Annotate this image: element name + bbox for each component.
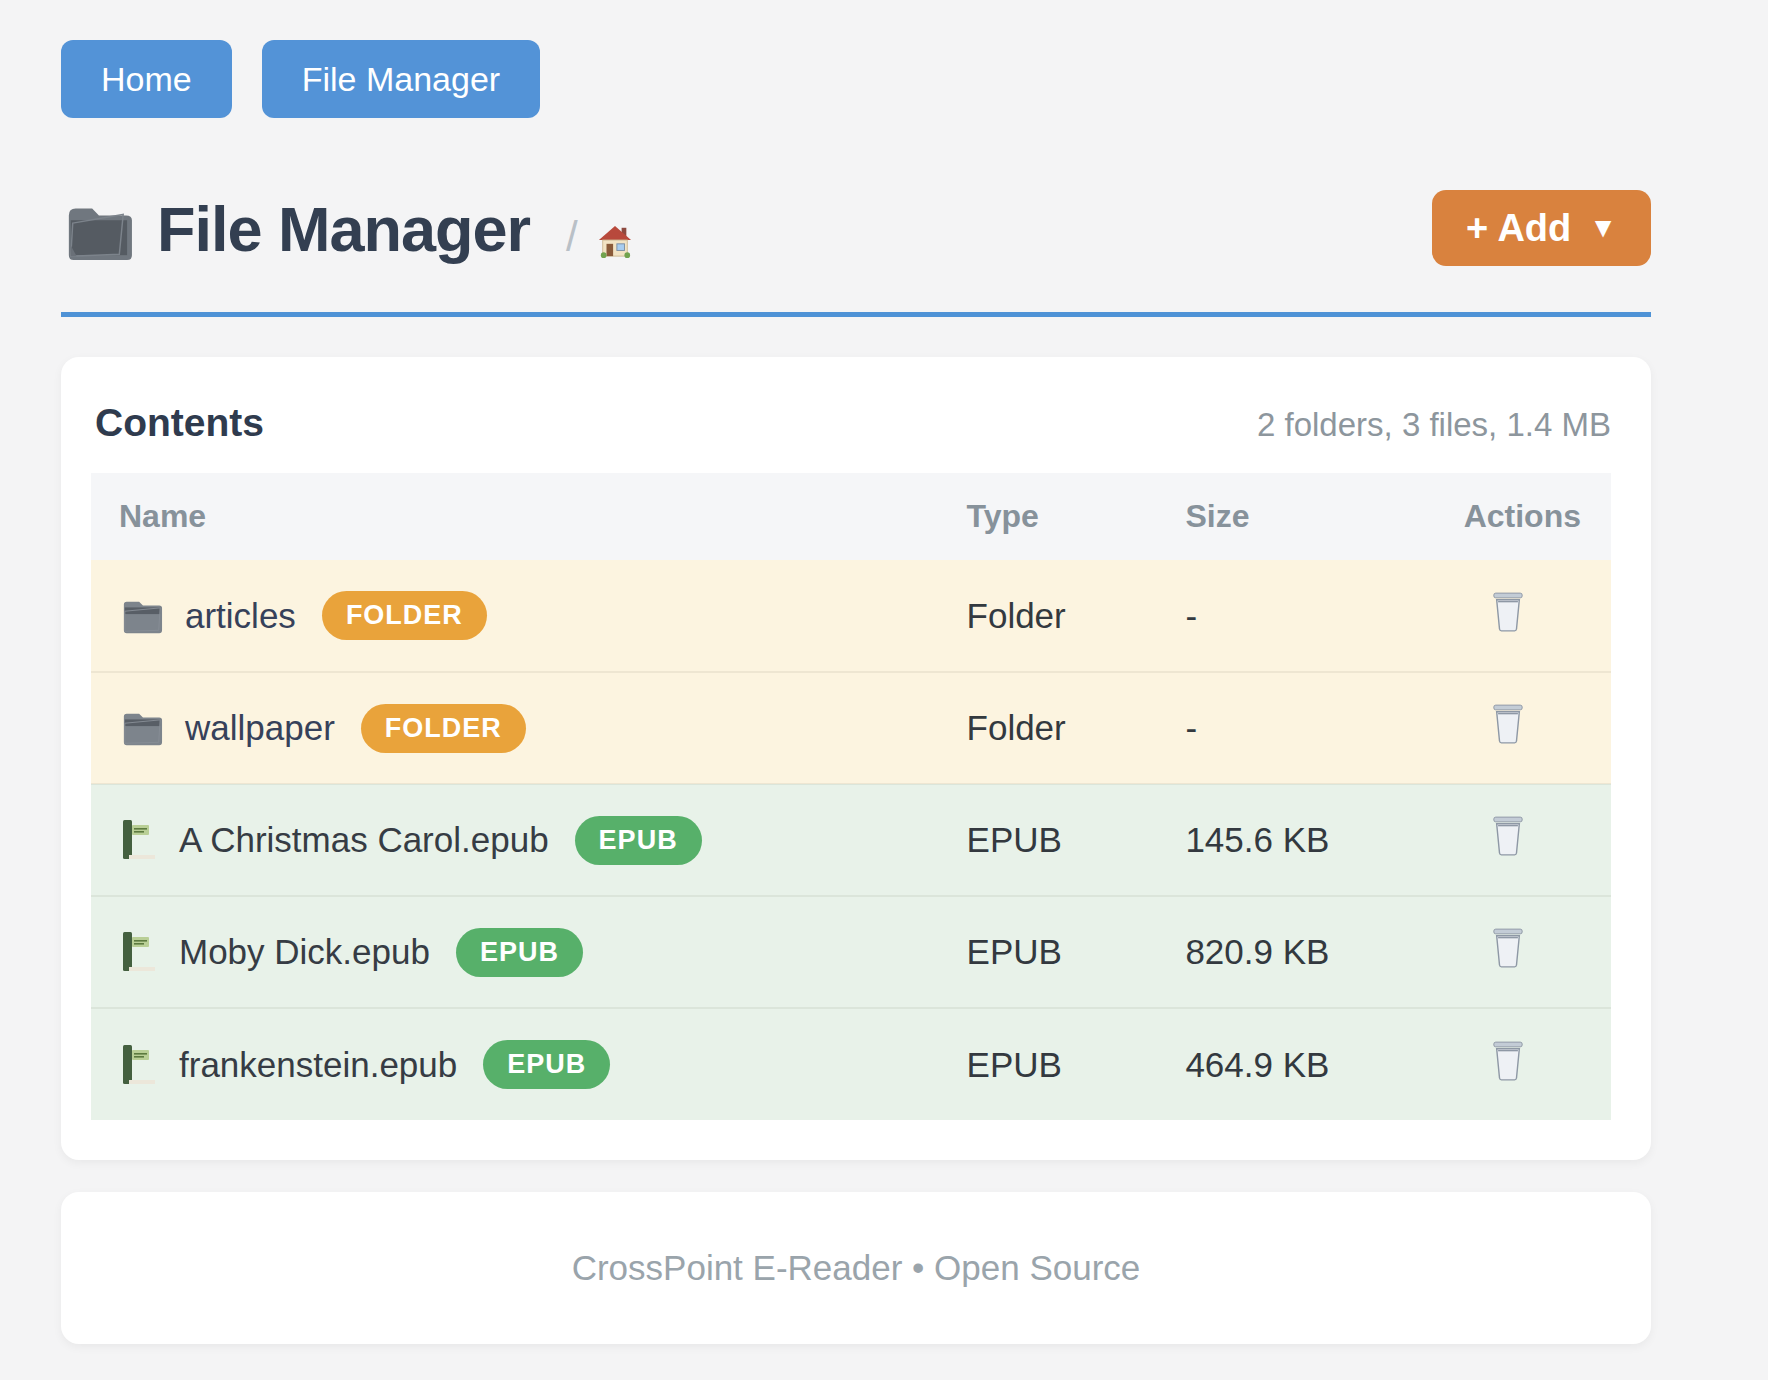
delete-button[interactable]: [1491, 927, 1525, 969]
name-cell: articles FOLDER: [91, 591, 967, 640]
page-header: File Manager / + Add ▼: [61, 190, 1651, 266]
delete-button[interactable]: [1491, 703, 1525, 745]
file-table: Name Type Size Actions articles FOLDER F…: [91, 473, 1611, 1120]
book-icon: [119, 930, 159, 974]
size-cell: 145.6 KB: [1185, 784, 1445, 896]
trash-icon: [1491, 591, 1525, 633]
folder-open-icon: [61, 195, 133, 261]
card-title: Contents: [95, 401, 264, 445]
delete-button[interactable]: [1491, 815, 1525, 857]
contents-summary: 2 folders, 3 files, 1.4 MB: [1257, 406, 1611, 444]
size-cell: 820.9 KB: [1185, 896, 1445, 1008]
file-name-link[interactable]: Moby Dick.epub: [179, 932, 430, 972]
file-name-link[interactable]: articles: [185, 596, 296, 636]
trash-icon: [1491, 815, 1525, 857]
trash-icon: [1491, 927, 1525, 969]
name-cell: frankenstein.epub EPUB: [91, 1040, 967, 1089]
type-cell: EPUB: [967, 1008, 1186, 1120]
table-row: articles FOLDER Folder -: [91, 560, 1611, 672]
type-cell: EPUB: [967, 896, 1186, 1008]
type-cell: Folder: [967, 560, 1186, 672]
table-row: wallpaper FOLDER Folder -: [91, 672, 1611, 784]
nav-button-file-manager[interactable]: File Manager: [262, 40, 540, 118]
delete-button[interactable]: [1491, 1040, 1525, 1082]
nav-button-home[interactable]: Home: [61, 40, 232, 118]
book-icon: [119, 1043, 159, 1087]
file-type-badge: FOLDER: [322, 591, 487, 640]
table-row: A Christmas Carol.epub EPUB EPUB 145.6 K…: [91, 784, 1611, 896]
size-cell: -: [1185, 672, 1445, 784]
top-nav: Home File Manager: [61, 40, 1651, 118]
type-cell: EPUB: [967, 784, 1186, 896]
file-type-badge: EPUB: [575, 816, 702, 865]
file-name-link[interactable]: A Christmas Carol.epub: [179, 820, 549, 860]
breadcrumb-separator: /: [566, 216, 578, 258]
file-type-badge: EPUB: [483, 1040, 610, 1089]
size-cell: 464.9 KB: [1185, 1008, 1445, 1120]
name-cell: A Christmas Carol.epub EPUB: [91, 816, 967, 865]
column-header-actions: Actions: [1445, 473, 1611, 560]
folder-icon: [119, 707, 165, 749]
file-name-link[interactable]: frankenstein.epub: [179, 1045, 457, 1085]
title-underline: [61, 312, 1651, 317]
home-icon: [596, 224, 634, 258]
footer-text: CrossPoint E-Reader • Open Source: [572, 1248, 1141, 1288]
name-cell: wallpaper FOLDER: [91, 704, 967, 753]
footer: CrossPoint E-Reader • Open Source: [61, 1192, 1651, 1344]
page-title: File Manager: [157, 198, 530, 261]
contents-card-header: Contents 2 folders, 3 files, 1.4 MB: [91, 401, 1611, 445]
file-type-badge: FOLDER: [361, 704, 526, 753]
table-row: frankenstein.epub EPUB EPUB 464.9 KB: [91, 1008, 1611, 1120]
page-title-group: File Manager /: [61, 195, 634, 261]
add-button-label: + Add: [1466, 207, 1571, 250]
size-cell: -: [1185, 560, 1445, 672]
file-type-badge: EPUB: [456, 928, 583, 977]
trash-icon: [1491, 1040, 1525, 1082]
name-cell: Moby Dick.epub EPUB: [91, 928, 967, 977]
contents-card: Contents 2 folders, 3 files, 1.4 MB Name…: [61, 357, 1651, 1160]
book-icon: [119, 818, 159, 862]
column-header-name: Name: [91, 473, 967, 560]
file-manager-page: Home File Manager File Manager / + Add ▼…: [61, 0, 1651, 1344]
delete-button[interactable]: [1491, 591, 1525, 633]
file-name-link[interactable]: wallpaper: [185, 708, 335, 748]
add-button[interactable]: + Add ▼: [1432, 190, 1651, 266]
column-header-size: Size: [1185, 473, 1445, 560]
trash-icon: [1491, 703, 1525, 745]
table-header-row: Name Type Size Actions: [91, 473, 1611, 560]
column-header-type: Type: [967, 473, 1186, 560]
table-row: Moby Dick.epub EPUB EPUB 820.9 KB: [91, 896, 1611, 1008]
type-cell: Folder: [967, 672, 1186, 784]
caret-down-icon: ▼: [1589, 214, 1617, 242]
folder-icon: [119, 595, 165, 637]
breadcrumb-root-link[interactable]: [596, 224, 634, 258]
breadcrumb: /: [566, 216, 634, 261]
